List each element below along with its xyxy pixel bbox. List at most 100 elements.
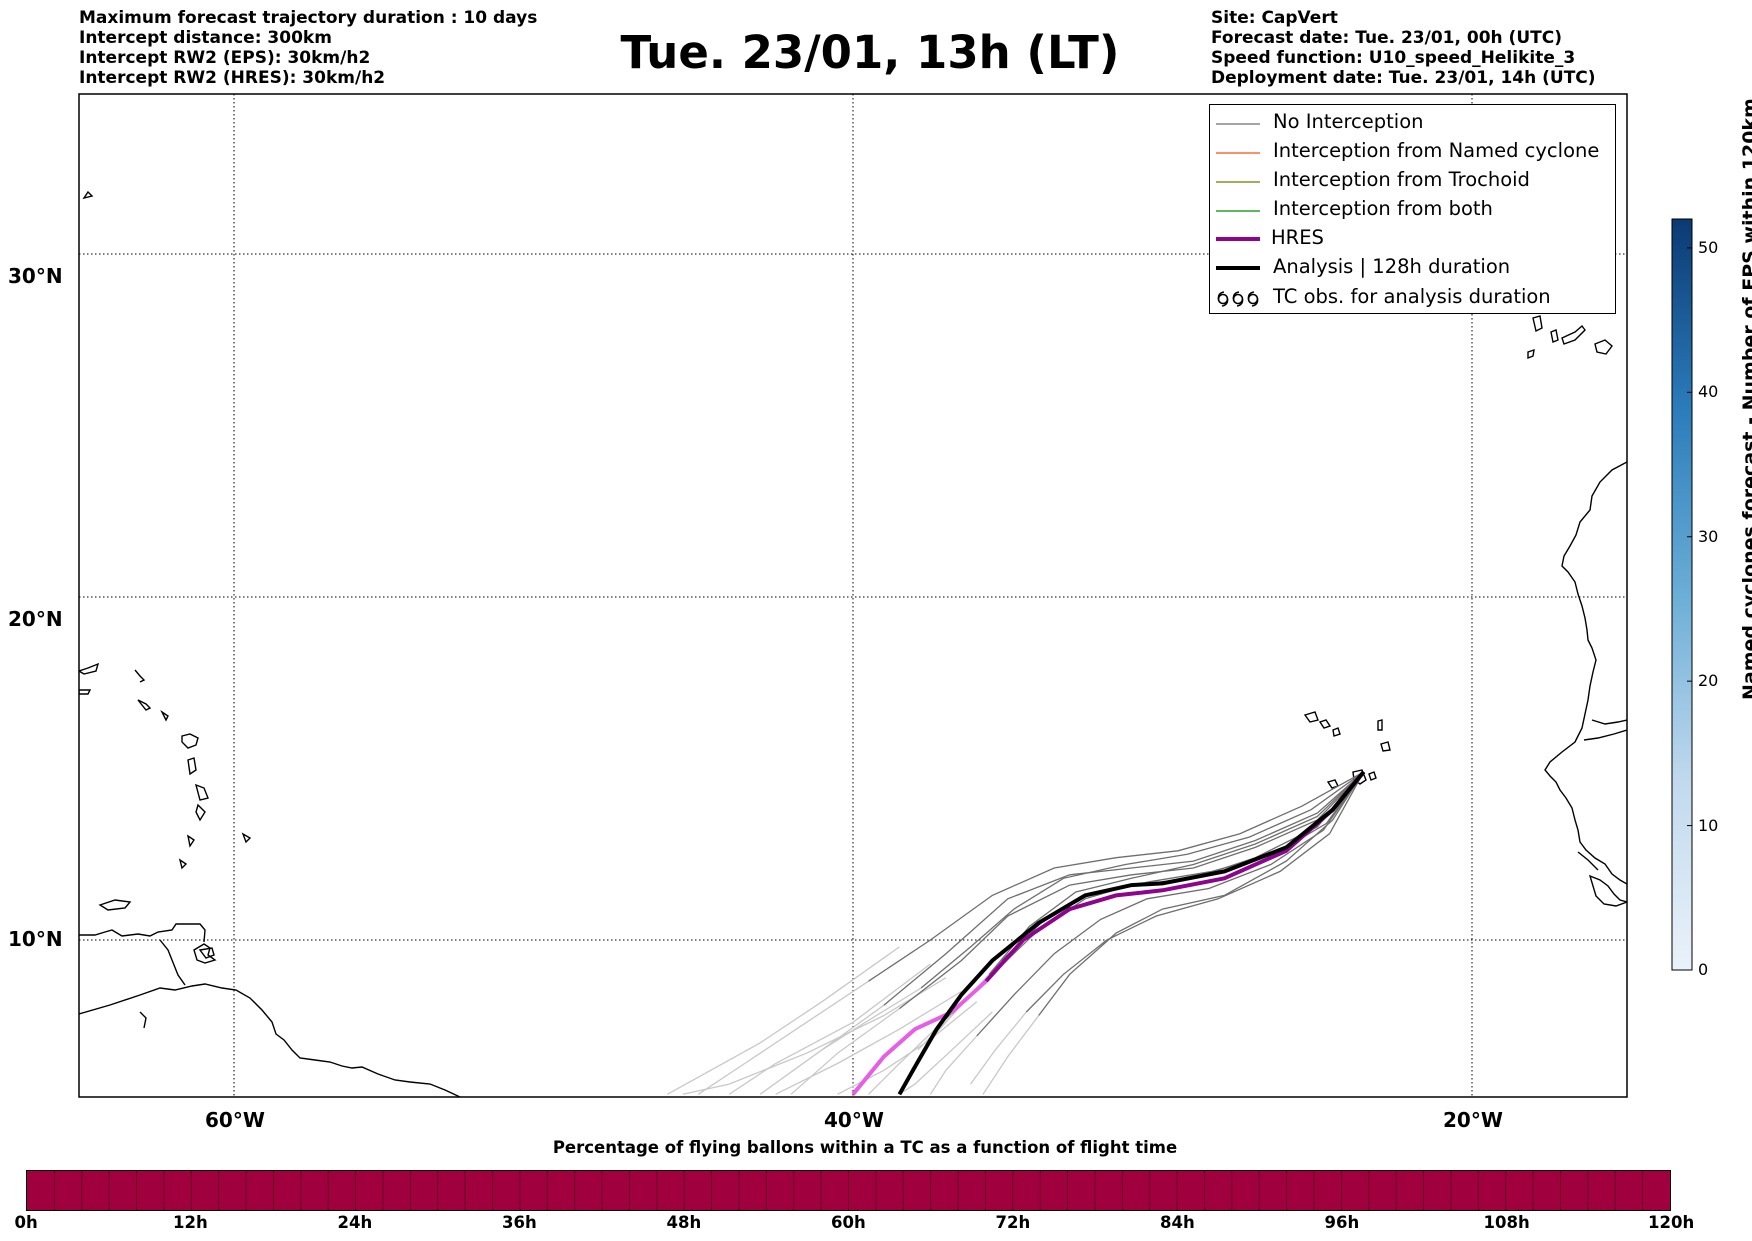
timeline-tick-12h: 12h [173,1213,208,1232]
coast-south-america [79,983,461,1097]
info-line-rw2-eps: Intercept RW2 (EPS): 30km/h2 [79,48,371,68]
legend-entry-named-cyclone: Interception from Named cyclone [1210,137,1615,166]
info-line-duration: Maximum forecast trajectory duration : 1… [79,8,538,28]
coast-cv-2 [1318,719,1332,729]
coast-island-16 [82,190,94,200]
ensemble-track-tail-5 [697,980,869,1095]
coast-africa-bijagos [1588,874,1627,907]
legend-line-named-cyclone [1216,152,1260,154]
legend-entry-hres: HRES [1210,224,1615,253]
ensemble-track-6 [920,771,1365,989]
analysis-track [897,770,1366,1096]
coast-africa-senegal [1591,719,1627,725]
colorbar-tick-label-10: 10 [1698,815,1719,835]
coast-africa-delta [1577,851,1599,871]
ensemble-track-tail-9 [970,1011,1027,1085]
info-right: Site: CapVert Forecast date: Tue. 23/01,… [1211,8,1596,88]
colorbar-tick-label-30: 30 [1698,526,1719,546]
legend: No Interception Interception from Named … [1209,104,1616,314]
faded-track-0 [682,977,947,1095]
info-left: Maximum forecast trajectory duration : 1… [79,8,537,88]
ensemble-track-4 [1038,771,1365,1016]
timeline-tick-48h: 48h [666,1213,702,1232]
coast-island-6 [181,733,199,749]
coast-cv-4 [1377,719,1383,731]
main-title: Tue. 23/01, 13h (LT) [0,26,1752,80]
lat-label-20: 20°N [8,607,63,631]
legend-line-analysis [1216,266,1260,270]
legend-label-tc-obs: TC obs. for analysis duration [1273,285,1551,308]
coast-island-3 [134,669,146,683]
ensemble-track-8 [988,771,1365,975]
coast-island-10 [186,834,195,848]
trajectory-tracks [666,770,1366,1096]
coast-venezuela-gulf [79,923,206,943]
ensemble-track-2 [945,771,1365,1020]
gridlines [79,94,1627,1097]
lon-label-40w: 40°W [824,1108,884,1132]
coast-canary-1 [1532,315,1543,333]
coast-island-14 [198,947,215,959]
legend-label-no-interception: No Interception [1273,110,1424,133]
coast-island-2 [79,689,92,695]
info-line-site: Site: CapVert [1211,8,1338,28]
info-line-speed-function: Speed function: U10_speed_Helikite_3 [1211,48,1576,68]
coast-island-15 [139,1011,147,1029]
lon-label-60w: 60°W [205,1108,265,1132]
timeline-title: Percentage of flying ballons within a TC… [552,1138,1178,1157]
hres-track-tail [851,979,988,1096]
coast-canary-3 [1527,348,1535,360]
info-line-rw2-hres: Intercept RW2 (HRES): 30km/h2 [79,68,386,88]
coast-cv-5 [1380,741,1391,752]
coast-canary-4 [1561,324,1586,345]
timeline-tick-60h: 60h [831,1213,866,1232]
colorbar-tick-label-40: 40 [1698,382,1719,402]
legend-entry-tc-obs: TC obs. for analysis duration [1210,283,1615,312]
timeline-tick-24h: 24h [337,1213,373,1232]
tc-obs-icon [1217,291,1259,307]
coast-island-12 [178,858,188,870]
timeline-segments [27,1171,1670,1210]
colorbar-tick-label-0: 0 [1698,960,1709,979]
legend-entry-no-interception: No Interception [1210,108,1615,137]
faded-track-1 [775,990,962,1095]
coast-trinidad [193,943,217,964]
colorbar-gradient [1671,218,1693,971]
lon-label-20w: 20°W [1443,1108,1503,1132]
coast-island-5 [160,709,169,722]
faded-track-5 [666,946,900,1095]
timeline-tick-36h: 36h [502,1213,537,1232]
ensemble-track-1 [899,771,1365,1010]
ensemble-track-0 [883,771,1365,1006]
lat-label-10: 10°N [8,927,63,951]
legend-label-hres: HRES [1271,226,1324,249]
ensemble-track-tail-3 [929,1035,978,1095]
ensemble-track-tail-1 [790,1008,900,1095]
legend-label-analysis: Analysis | 128h duration [1273,255,1511,278]
legend-label-named-cyclone: Interception from Named cyclone [1273,139,1600,162]
info-line-forecast-date: Forecast date: Tue. 23/01, 00h (UTC) [1211,28,1562,48]
ensemble-track-5 [868,771,1365,982]
coast-africa [1544,461,1627,885]
colorbar-tick-label-50: 50 [1698,237,1719,257]
faded-track-3 [728,963,931,1095]
ensemble-track-tail-6 [821,987,922,1051]
colorbar-title: Named cyclones forecast - Number of EPS … [1739,98,1752,700]
legend-entry-analysis: Analysis | 128h duration [1210,253,1615,282]
ensemble-track-3 [976,771,1365,1037]
legend-line-both [1216,210,1260,212]
colorbar-ticks [1687,247,1692,971]
colorbar-tick-label-20: 20 [1698,671,1719,691]
faded-track-4 [899,1011,993,1095]
coast-island-11 [241,832,252,844]
coast-island-1 [79,662,100,675]
coast-island-7 [187,757,197,776]
coast-orinoco [159,939,186,986]
coast-island-4 [137,699,152,711]
legend-line-hres [1216,237,1260,241]
coast-island-9 [195,803,206,822]
info-line-deployment-date: Deployment date: Tue. 23/01, 14h (UTC) [1211,68,1596,88]
legend-label-trochoid: Interception from Trochoid [1273,168,1530,191]
timeline-tick-96h: 96h [1324,1213,1360,1232]
